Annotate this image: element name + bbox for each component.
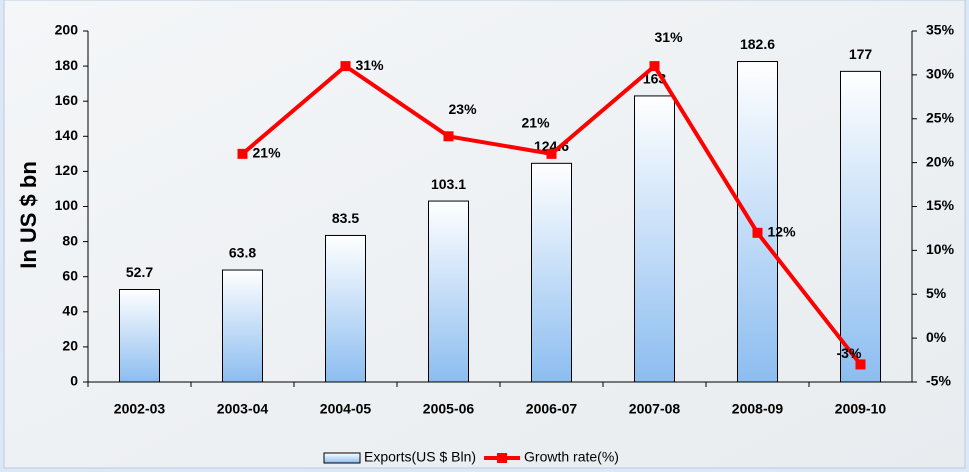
line-marker — [547, 149, 557, 159]
bar-value-label: 52.7 — [126, 264, 153, 280]
line-value-label: 21% — [253, 145, 282, 161]
line-value-label: 31% — [356, 57, 385, 73]
line-marker — [753, 228, 763, 238]
y-tick-label: 80 — [62, 232, 78, 248]
x-tick-label: 2009-10 — [835, 401, 887, 417]
bar-value-label: 63.8 — [229, 245, 256, 261]
y2-tick-label: -5% — [926, 373, 951, 389]
legend-swatch — [324, 453, 360, 463]
y2-tick-label: 15% — [926, 197, 955, 213]
bar-value-label: 83.5 — [332, 210, 359, 226]
y2-tick-label: 35% — [926, 22, 955, 38]
x-tick-label: 2007-08 — [629, 401, 681, 417]
y2-tick-label: 30% — [926, 66, 955, 82]
bar — [635, 96, 675, 382]
legend-label: Exports(US $ Bln) — [364, 449, 476, 465]
y-tick-label: 180 — [55, 57, 79, 73]
y-tick-label: 0 — [70, 373, 78, 389]
line-marker — [650, 61, 660, 71]
y2-tick-label: 10% — [926, 241, 955, 257]
bar — [120, 290, 160, 382]
plot-background — [4, 0, 965, 468]
y-tick-label: 60 — [62, 267, 78, 283]
bar — [841, 71, 881, 382]
bar-value-label: 182.6 — [740, 36, 775, 52]
y-tick-label: 40 — [62, 303, 78, 319]
bar — [738, 62, 778, 382]
y-tick-label: 200 — [55, 22, 79, 38]
bar — [223, 270, 263, 382]
y2-tick-label: 0% — [926, 329, 947, 345]
bar-value-label: 177 — [849, 46, 873, 62]
line-value-label: -3% — [837, 345, 862, 361]
bar — [532, 163, 572, 382]
bar — [326, 235, 366, 382]
line-value-label: 31% — [655, 29, 684, 45]
line-value-label: 12% — [768, 224, 797, 240]
y-tick-label: 20 — [62, 338, 78, 354]
x-tick-label: 2005-06 — [423, 401, 475, 417]
y2-tick-label: 25% — [926, 109, 955, 125]
y-tick-label: 140 — [55, 127, 79, 143]
x-tick-label: 2008-09 — [732, 401, 784, 417]
x-tick-label: 2002-03 — [114, 401, 166, 417]
y2-tick-label: 20% — [926, 153, 955, 169]
line-marker — [444, 131, 454, 141]
x-tick-label: 2006-07 — [526, 401, 578, 417]
line-marker — [238, 149, 248, 159]
bar — [429, 201, 469, 382]
x-tick-label: 2004-05 — [320, 401, 372, 417]
chart: In US $ bn 0 20 40 60 80 100 120 140 160 180 200 -5… — [0, 0, 969, 472]
y-tick-label: 120 — [55, 162, 79, 178]
y2-tick-label: 5% — [926, 285, 947, 301]
bar-value-label: 103.1 — [431, 176, 466, 192]
line-value-label: 21% — [522, 115, 551, 131]
y-tick-label: 160 — [55, 92, 79, 108]
x-tick-label: 2003-04 — [217, 401, 269, 417]
y-tick-label: 100 — [55, 197, 79, 213]
legend-swatch — [497, 453, 507, 463]
y-axis-title: In US $ bn — [16, 161, 41, 269]
line-value-label: 23% — [449, 101, 478, 117]
legend-label: Growth rate(%) — [524, 449, 619, 465]
line-marker — [341, 61, 351, 71]
